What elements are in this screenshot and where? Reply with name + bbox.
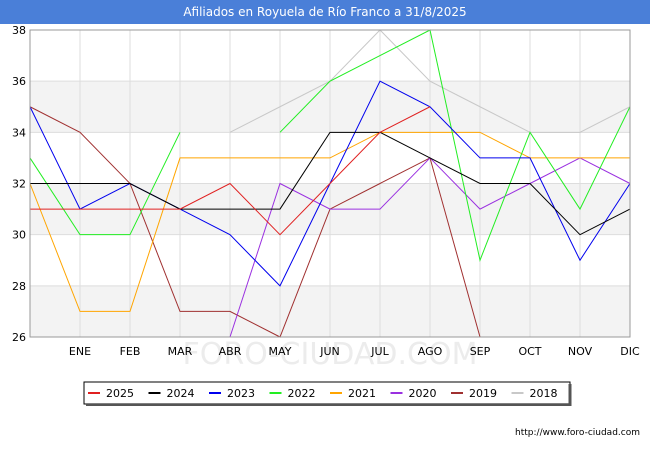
x-tick-label: AGO (418, 345, 443, 358)
series-line-2019 (29, 106, 481, 338)
legend-label-2023: 2023 (227, 387, 255, 400)
x-tick-label: ABR (219, 345, 242, 358)
x-tick-label: MAY (269, 345, 292, 358)
y-tick-label: 26 (12, 331, 26, 344)
x-tick-label: DIC (620, 345, 640, 358)
series-line-2018 (229, 29, 631, 133)
x-tick-label: MAR (168, 345, 193, 358)
plot-border (29, 29, 631, 338)
x-tick-label: JUN (319, 345, 340, 358)
legend-label-2020: 2020 (409, 387, 437, 400)
y-tick-label: 38 (12, 24, 26, 37)
y-tick-label: 28 (12, 280, 26, 293)
series-line-2022 (279, 29, 631, 262)
series-line-2024 (30, 131, 631, 236)
y-tick-label: 32 (12, 178, 26, 191)
y-tick-label: 30 (12, 229, 26, 242)
legend-label-2018: 2018 (530, 387, 558, 400)
chart-title: Afiliados en Royuela de Río Franco a 31/… (0, 0, 650, 24)
x-tick-label: SEP (470, 345, 491, 358)
x-tick-label: ENE (69, 345, 91, 358)
x-tick-label: NOV (568, 345, 593, 358)
series-line-2025 (30, 106, 431, 236)
legend-label-2024: 2024 (167, 387, 195, 400)
y-tick-label: 34 (12, 126, 26, 139)
x-tick-label: JUL (370, 345, 389, 358)
watermark: FORO-CIUDAD.COM (183, 337, 478, 372)
legend: 2025 2024 2023 2022 2021 2020 2019 2018 (83, 381, 572, 406)
y-tick-label: 36 (12, 75, 26, 88)
legend-label-2019: 2019 (469, 387, 497, 400)
x-tick-label: FEB (120, 345, 141, 358)
source-url: http://www.foro-ciudad.com (515, 428, 640, 438)
legend-label-2025: 2025 (106, 387, 134, 400)
series-line-2022 (29, 132, 181, 236)
legend-label-2022: 2022 (288, 387, 316, 400)
legend-label-2021: 2021 (348, 387, 376, 400)
x-tick-label: OCT (518, 345, 541, 358)
